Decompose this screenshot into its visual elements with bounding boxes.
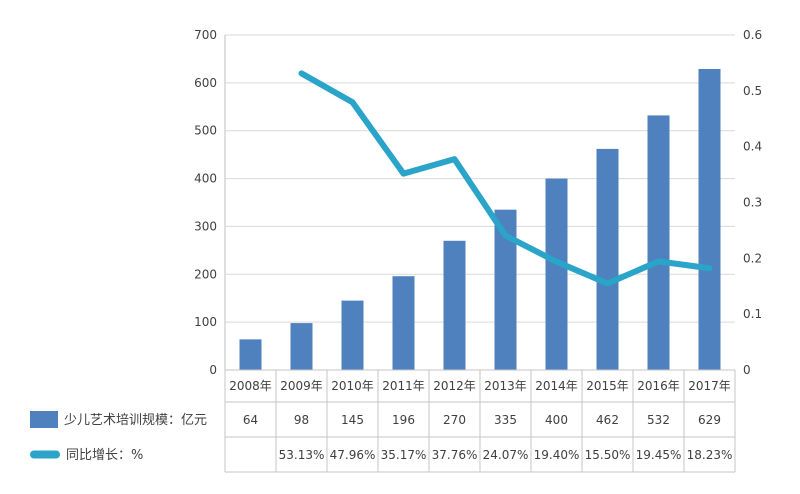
bar-2010年 — [341, 300, 364, 370]
bar-value-cell: 335 — [494, 413, 517, 427]
bar-value-cell: 400 — [545, 413, 568, 427]
growth-value-cell: 35.17% — [381, 448, 427, 462]
bar-2009年 — [290, 323, 313, 370]
growth-value-cell: 19.45% — [636, 448, 682, 462]
bar-legend-label: 少儿艺术培训规模：亿元 — [64, 412, 207, 428]
category-label: 2015年 — [586, 379, 629, 393]
category-label: 2012年 — [433, 379, 476, 393]
right-axis-tick-label: 0.5 — [743, 84, 762, 98]
growth-value-cell: 15.50% — [585, 448, 631, 462]
growth-value-cell: 18.23% — [687, 448, 733, 462]
bar-value-cell: 462 — [596, 413, 619, 427]
growth-value-cell: 19.40% — [534, 448, 580, 462]
right-axis-tick-label: 0.3 — [743, 196, 762, 210]
line-legend-swatch — [30, 450, 60, 459]
category-label: 2009年 — [280, 379, 323, 393]
left-axis-tick-label: 700 — [194, 28, 217, 42]
bar-2015年 — [596, 148, 619, 370]
left-axis-tick-label: 400 — [194, 172, 217, 186]
bar-legend-swatch — [30, 411, 58, 428]
category-label: 2017年 — [688, 379, 731, 393]
right-axis-tick-label: 0.2 — [743, 251, 762, 265]
category-label: 2011年 — [382, 379, 425, 393]
bar-value-cell: 98 — [294, 413, 309, 427]
bar-value-cell: 64 — [243, 413, 258, 427]
category-label: 2010年 — [331, 379, 374, 393]
bar-2017年 — [698, 68, 721, 370]
legend-table: 2008年 2009年 2010年 2011年 2012年 2013年 2014年 2015年… — [224, 369, 736, 473]
right-axis-tick-label: 0.6 — [743, 28, 762, 42]
growth-value-cell: 37.76% — [432, 448, 478, 462]
bar-value-cell: 532 — [647, 413, 670, 427]
bar-2011年 — [392, 276, 415, 370]
right-axis-tick-label: 0 — [743, 363, 751, 377]
growth-value-cell: 47.96% — [330, 448, 376, 462]
category-label: 2014年 — [535, 379, 578, 393]
bar-value-cell: 270 — [443, 413, 466, 427]
line-legend-label: 同比增长：% — [66, 448, 143, 463]
growth-value-cell: 53.13% — [279, 448, 325, 462]
gridlines: 0 100 200 300 400 500 600 700 0 0.1 0.2 0.3 0.4 0.5 0.… — [194, 28, 762, 377]
left-axis-tick-label: 600 — [194, 76, 217, 90]
right-axis-tick-label: 0.1 — [743, 307, 762, 321]
bar-value-cell: 629 — [698, 413, 721, 427]
bar-value-cell: 145 — [341, 413, 364, 427]
bar-2016年 — [647, 115, 670, 371]
bar-2014年 — [545, 178, 568, 370]
bar-2008年 — [239, 339, 262, 370]
left-axis-tick-label: 200 — [194, 267, 217, 281]
growth-line — [298, 70, 713, 287]
category-label: 2013年 — [484, 379, 527, 393]
category-label: 2008年 — [229, 379, 272, 393]
left-axis-tick-label: 300 — [194, 219, 217, 233]
left-axis-tick-label: 0 — [209, 363, 217, 377]
growth-value-cell: 24.07% — [483, 448, 529, 462]
bar-value-cell: 196 — [392, 413, 415, 427]
left-axis-tick-label: 100 — [194, 315, 217, 329]
bar-2012年 — [443, 240, 466, 370]
bar-series — [239, 68, 721, 371]
left-axis-tick-label: 500 — [194, 124, 217, 138]
right-axis-tick-label: 0.4 — [743, 140, 762, 154]
category-label: 2016年 — [637, 379, 680, 393]
bar-2013年 — [494, 209, 517, 370]
